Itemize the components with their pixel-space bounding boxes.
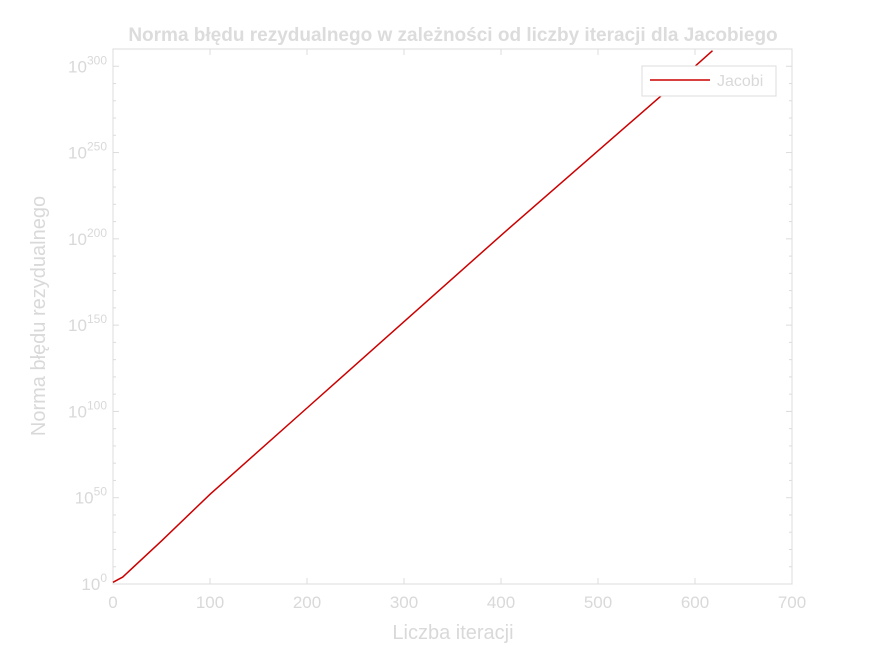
x-tick-label: 100: [196, 593, 224, 612]
x-axis-label: Liczba iteracji: [392, 622, 513, 644]
chart-title: Norma błędu rezydualnego w zależności od…: [128, 25, 777, 46]
y-axis: 100 1050 10100 10150 10200 10250 10300: [68, 48, 792, 594]
x-tick-label: 300: [390, 593, 418, 612]
x-tick-label: 500: [584, 593, 612, 612]
legend: Jacobi: [641, 65, 777, 97]
plot-area: [112, 48, 793, 585]
legend-label-jacobi: Jacobi: [717, 73, 763, 90]
series-line-jacobi: [112, 50, 713, 583]
y-axis-label: Norma błędu rezydualnego: [28, 196, 50, 436]
y-tick-label: 10150: [68, 312, 107, 335]
y-tick-label: 10250: [68, 140, 107, 163]
x-tick-label: 400: [487, 593, 515, 612]
y-tick-label: 10300: [68, 53, 107, 76]
y-tick-label: 10100: [68, 398, 107, 421]
x-tick-label: 0: [108, 593, 117, 612]
x-tick-label: 600: [681, 593, 709, 612]
y-tick-label: 1050: [75, 485, 108, 508]
x-axis: 0 100 200 300 400 500 600 700: [108, 49, 806, 612]
y-tick-label: 10200: [68, 226, 107, 249]
series-layer: [112, 50, 713, 583]
y-tick-label: 100: [81, 571, 107, 594]
x-tick-label: 700: [778, 593, 806, 612]
legend-box: [641, 65, 777, 97]
x-tick-label: 200: [293, 593, 321, 612]
